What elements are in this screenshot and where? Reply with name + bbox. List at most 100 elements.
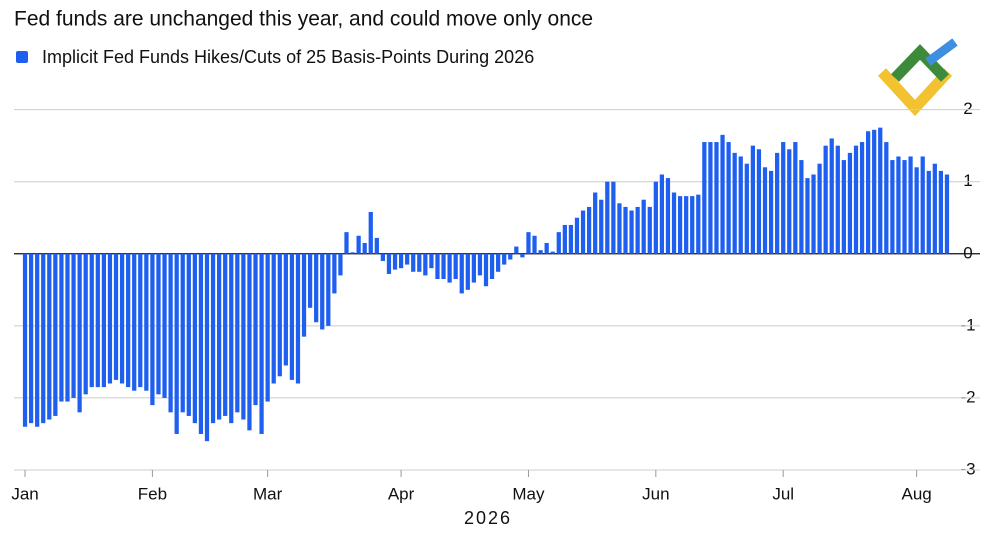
bar xyxy=(647,206,652,254)
bar xyxy=(884,142,889,254)
bar xyxy=(162,253,167,398)
bar xyxy=(459,253,464,294)
bar xyxy=(623,206,628,254)
bar xyxy=(556,232,561,254)
bar xyxy=(65,253,70,402)
bar xyxy=(859,142,865,254)
bar xyxy=(168,253,173,413)
bar xyxy=(83,253,88,395)
bar xyxy=(368,211,373,254)
bar xyxy=(550,251,555,254)
bar xyxy=(835,145,840,254)
bar xyxy=(28,253,34,424)
bar xyxy=(708,142,713,254)
chart-title: Fed funds are unchanged this year, and c… xyxy=(14,8,593,31)
bar xyxy=(132,253,137,391)
bar xyxy=(483,253,489,287)
bar xyxy=(398,253,404,269)
bar xyxy=(144,253,149,391)
bar xyxy=(295,253,301,384)
x-tick-label: Feb xyxy=(138,484,167,503)
bar xyxy=(174,253,179,434)
bar xyxy=(229,253,234,424)
bar xyxy=(277,253,282,377)
bar xyxy=(429,253,434,269)
bar xyxy=(520,253,525,258)
x-tick-label: Apr xyxy=(388,484,415,503)
bar xyxy=(119,253,125,384)
bar xyxy=(544,242,549,254)
bar xyxy=(902,160,907,254)
bar xyxy=(41,253,46,424)
bar xyxy=(890,160,895,254)
bar xyxy=(823,145,828,254)
bar xyxy=(204,253,210,442)
bar xyxy=(750,145,755,254)
bar xyxy=(180,253,185,413)
bar xyxy=(320,253,325,330)
bar xyxy=(465,253,470,290)
bar xyxy=(447,253,452,283)
bar xyxy=(829,138,834,254)
bar xyxy=(271,253,276,384)
bar xyxy=(671,192,677,254)
bar xyxy=(787,149,792,254)
bar xyxy=(314,253,319,323)
bar xyxy=(926,170,931,254)
bar xyxy=(113,253,119,380)
bar xyxy=(702,142,707,254)
bar xyxy=(538,250,543,254)
bar xyxy=(47,253,52,420)
bar xyxy=(435,253,440,279)
bar xyxy=(71,253,76,398)
bar xyxy=(150,253,155,406)
bar xyxy=(562,224,567,254)
bar xyxy=(684,196,689,254)
bar xyxy=(896,156,901,254)
bar xyxy=(489,253,495,279)
x-axis-label: 2026 xyxy=(464,508,512,528)
bar xyxy=(192,253,197,424)
bar xyxy=(847,152,853,254)
bar xyxy=(526,232,531,254)
bar xyxy=(720,134,725,254)
logo xyxy=(877,38,958,117)
bar xyxy=(914,167,919,254)
bar xyxy=(641,199,646,254)
bar xyxy=(477,253,483,276)
bar xyxy=(793,142,798,254)
bar xyxy=(817,163,822,254)
bar xyxy=(768,170,774,254)
bar xyxy=(241,253,246,420)
bar xyxy=(89,253,94,388)
bar xyxy=(186,253,191,416)
bar xyxy=(944,174,950,254)
bar xyxy=(411,253,416,272)
y-tick-label: 0 xyxy=(963,243,972,262)
y-tick-label: 2 xyxy=(963,99,972,118)
bar xyxy=(574,217,580,254)
bar xyxy=(738,156,743,254)
bar xyxy=(417,253,422,272)
bar xyxy=(920,156,925,254)
bar xyxy=(865,131,871,254)
bar xyxy=(235,253,240,413)
bar xyxy=(332,253,337,294)
bar xyxy=(283,253,288,366)
bar xyxy=(532,235,537,254)
y-tick-label: -2 xyxy=(960,387,975,406)
bar xyxy=(198,253,204,434)
bar xyxy=(605,181,610,254)
bar xyxy=(247,253,252,431)
bar xyxy=(508,253,513,260)
bar xyxy=(775,152,780,254)
bar xyxy=(156,253,161,395)
bar xyxy=(350,252,355,254)
x-tick-label: Aug xyxy=(902,484,932,503)
y-tick-label: 1 xyxy=(963,171,972,190)
bar xyxy=(568,224,574,254)
bar xyxy=(126,253,131,388)
bar xyxy=(217,253,222,420)
bar xyxy=(386,253,392,274)
